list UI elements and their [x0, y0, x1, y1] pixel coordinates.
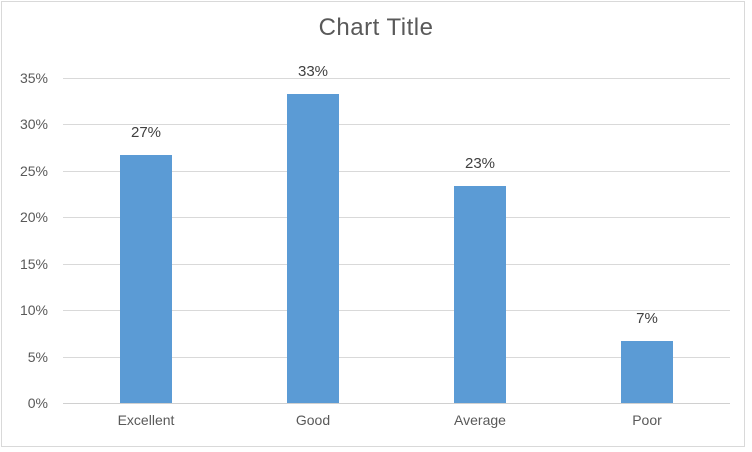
y-tick-label: 20%: [19, 209, 48, 225]
chart-title: Chart Title: [318, 14, 434, 41]
y-tick-label: 15%: [19, 256, 48, 272]
y-tick-label: 5%: [27, 349, 48, 365]
gridline: [63, 171, 730, 172]
gridline: [63, 124, 730, 125]
y-tick-label: 30%: [19, 116, 48, 132]
gridline: [63, 78, 730, 79]
x-tick-label: Good: [295, 412, 331, 428]
bar-value-label: 33%: [297, 63, 329, 80]
gridline: [63, 310, 730, 311]
y-tick-label: 25%: [19, 163, 48, 179]
gridline: [63, 217, 730, 218]
y-tick-label: 35%: [19, 70, 48, 86]
bar-value-label: 7%: [636, 310, 658, 327]
gridline: [63, 357, 730, 358]
y-tick-label: 10%: [19, 302, 48, 318]
gridline: [63, 264, 730, 265]
bar: [120, 155, 172, 403]
x-axis-line: [63, 403, 730, 404]
bar: [621, 341, 673, 403]
bar: [287, 94, 339, 403]
bar-value-label: 23%: [464, 155, 496, 172]
plot-area: [63, 78, 730, 404]
x-tick-label: Excellent: [117, 412, 175, 428]
x-tick-label: Average: [454, 412, 506, 428]
bar: [454, 186, 506, 403]
x-tick-label: Poor: [632, 412, 662, 428]
y-tick-label: 0%: [27, 395, 48, 411]
bar-value-label: 27%: [130, 124, 162, 141]
